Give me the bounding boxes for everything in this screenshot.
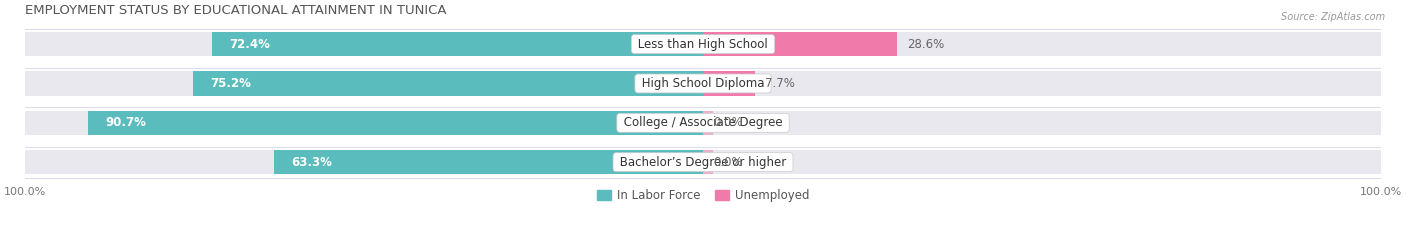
Text: 28.6%: 28.6% (907, 38, 945, 51)
Text: Source: ZipAtlas.com: Source: ZipAtlas.com (1281, 12, 1385, 22)
Text: Bachelor’s Degree or higher: Bachelor’s Degree or higher (616, 156, 790, 169)
Text: EMPLOYMENT STATUS BY EDUCATIONAL ATTAINMENT IN TUNICA: EMPLOYMENT STATUS BY EDUCATIONAL ATTAINM… (25, 4, 447, 17)
Bar (25, 150, 1381, 174)
Bar (194, 71, 703, 96)
Bar (703, 150, 713, 174)
Text: 75.2%: 75.2% (211, 77, 252, 90)
Bar (274, 150, 703, 174)
Bar (703, 32, 897, 56)
Bar (212, 32, 703, 56)
Text: 0.0%: 0.0% (713, 116, 742, 129)
Text: 0.0%: 0.0% (713, 156, 742, 169)
Legend: In Labor Force, Unemployed: In Labor Force, Unemployed (592, 185, 814, 207)
Text: 72.4%: 72.4% (229, 38, 270, 51)
Text: 90.7%: 90.7% (105, 116, 146, 129)
Text: 7.7%: 7.7% (765, 77, 796, 90)
Bar (703, 71, 755, 96)
Text: College / Associate Degree: College / Associate Degree (620, 116, 786, 129)
Bar (25, 111, 1381, 135)
Bar (25, 32, 1381, 56)
Bar (89, 111, 703, 135)
Bar (703, 111, 713, 135)
Bar (25, 71, 1381, 96)
Text: High School Diploma: High School Diploma (638, 77, 768, 90)
Text: Less than High School: Less than High School (634, 38, 772, 51)
Text: 63.3%: 63.3% (291, 156, 332, 169)
